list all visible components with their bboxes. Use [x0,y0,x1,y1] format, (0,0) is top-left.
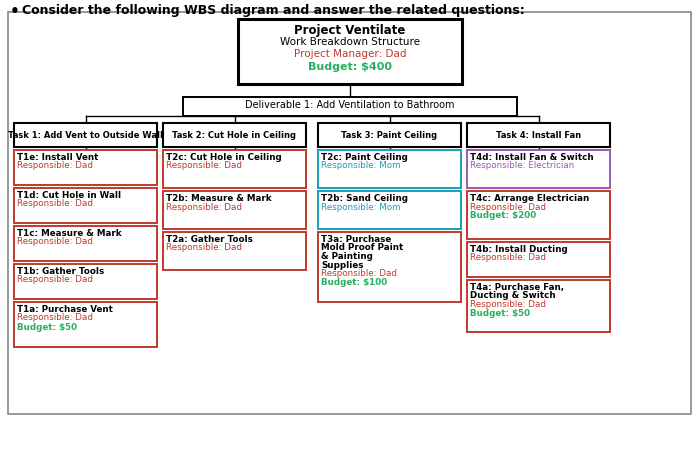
Text: Responsible: Dad: Responsible: Dad [166,161,242,170]
FancyBboxPatch shape [238,19,462,84]
Text: Task 1: Add Vent to Outside Wall: Task 1: Add Vent to Outside Wall [8,130,163,140]
FancyBboxPatch shape [318,123,461,147]
FancyBboxPatch shape [14,302,157,347]
FancyBboxPatch shape [467,191,610,239]
FancyBboxPatch shape [14,226,157,261]
Text: Responsible: Dad: Responsible: Dad [17,276,93,285]
Text: •: • [10,4,20,19]
Text: Responsible: Electrician: Responsible: Electrician [470,161,574,170]
Text: T1d: Cut Hole in Wall: T1d: Cut Hole in Wall [17,191,121,200]
Text: Project Ventilate: Project Ventilate [294,24,406,37]
Text: Responsible: Dad: Responsible: Dad [166,244,242,253]
Text: Budget: $100: Budget: $100 [321,278,387,287]
Text: Budget: $50: Budget: $50 [17,322,77,331]
Text: Supplies: Supplies [321,261,363,270]
FancyBboxPatch shape [163,191,306,229]
Text: T4c: Arrange Electrician: T4c: Arrange Electrician [470,194,589,203]
Text: Work Breakdown Structure: Work Breakdown Structure [280,37,420,47]
Text: Project Manager: Dad: Project Manager: Dad [294,49,406,59]
Text: Task 4: Install Fan: Task 4: Install Fan [496,130,581,140]
FancyBboxPatch shape [8,12,691,414]
Text: Responsible: Dad: Responsible: Dad [470,253,546,262]
FancyBboxPatch shape [467,150,610,188]
Text: T2c: Cut Hole in Ceiling: T2c: Cut Hole in Ceiling [166,153,281,162]
FancyBboxPatch shape [467,123,610,147]
Text: T4b: Install Ducting: T4b: Install Ducting [470,245,568,254]
Text: Consider the following WBS diagram and answer the related questions:: Consider the following WBS diagram and a… [22,4,525,17]
Text: T3a: Purchase: T3a: Purchase [321,235,391,244]
Text: T2a: Gather Tools: T2a: Gather Tools [166,235,253,244]
Text: Responsible: Mom: Responsible: Mom [321,161,400,170]
FancyBboxPatch shape [183,97,517,116]
FancyBboxPatch shape [467,280,610,332]
Text: T2b: Measure & Mark: T2b: Measure & Mark [166,194,272,203]
Text: & Painting: & Painting [321,252,373,261]
Text: T1b: Gather Tools: T1b: Gather Tools [17,267,104,276]
Text: Task 2: Cut Hole in Ceiling: Task 2: Cut Hole in Ceiling [172,130,297,140]
Text: Budget: $50: Budget: $50 [470,309,530,318]
Text: T4d: Install Fan & Switch: T4d: Install Fan & Switch [470,153,594,162]
Text: T4a: Purchase Fan,: T4a: Purchase Fan, [470,283,564,292]
Text: T2b: Sand Ceiling: T2b: Sand Ceiling [321,194,408,203]
FancyBboxPatch shape [163,150,306,188]
Text: Budget: $200: Budget: $200 [470,211,536,220]
Text: Responsible: Dad: Responsible: Dad [470,202,546,211]
Text: Responsible: Mom: Responsible: Mom [321,202,400,211]
Text: T2c: Paint Ceiling: T2c: Paint Ceiling [321,153,408,162]
Text: T1a: Purchase Vent: T1a: Purchase Vent [17,305,113,314]
Text: Responsible: Dad: Responsible: Dad [321,269,397,278]
Text: Responsible: Dad: Responsible: Dad [17,161,93,170]
Text: Ducting & Switch: Ducting & Switch [470,292,556,301]
FancyBboxPatch shape [14,264,157,299]
Text: Responsible: Dad: Responsible: Dad [166,202,242,211]
FancyBboxPatch shape [318,191,461,229]
Text: Responsible: Dad: Responsible: Dad [17,313,93,322]
FancyBboxPatch shape [163,123,306,147]
Text: Responsible: Dad: Responsible: Dad [17,237,93,246]
Text: T1c: Measure & Mark: T1c: Measure & Mark [17,229,122,238]
FancyBboxPatch shape [318,150,461,188]
Text: Responsible: Dad: Responsible: Dad [470,300,546,309]
Text: Mold Proof Paint: Mold Proof Paint [321,244,403,253]
FancyBboxPatch shape [14,150,157,185]
FancyBboxPatch shape [318,232,461,302]
Text: T1e: Install Vent: T1e: Install Vent [17,153,99,162]
Text: Responsible: Dad: Responsible: Dad [17,200,93,209]
FancyBboxPatch shape [14,123,157,147]
Text: Budget: $400: Budget: $400 [308,62,392,72]
Text: Task 3: Paint Ceiling: Task 3: Paint Ceiling [342,130,438,140]
FancyBboxPatch shape [467,242,610,277]
FancyBboxPatch shape [163,232,306,270]
Text: Deliverable 1: Add Ventilation to Bathroom: Deliverable 1: Add Ventilation to Bathro… [245,101,455,110]
FancyBboxPatch shape [14,188,157,223]
